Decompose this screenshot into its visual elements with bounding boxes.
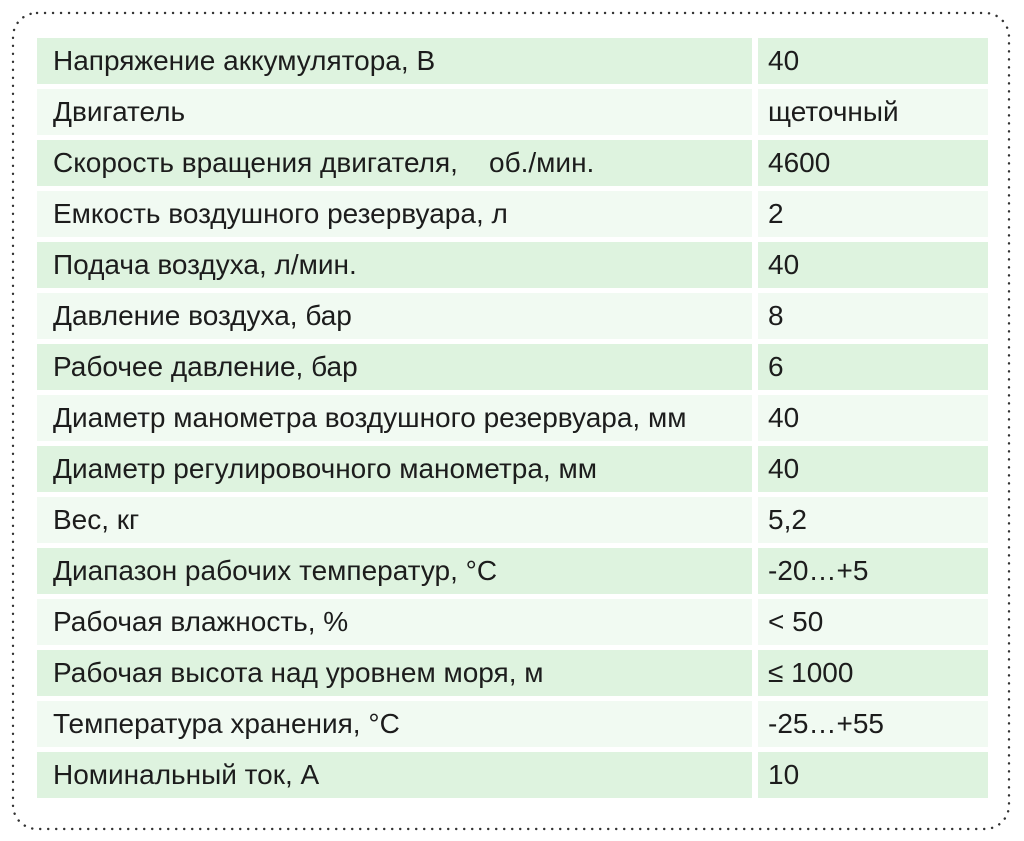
spec-value: щеточный [758, 89, 988, 135]
spec-label: Рабочее давление, бар [37, 344, 752, 390]
table-row: Двигатель щеточный [37, 89, 988, 135]
spec-value: -20…+5 [758, 548, 988, 594]
table-row: Скорость вращения двигателя, об./мин. 46… [37, 140, 988, 186]
spec-value: -25…+55 [758, 701, 988, 747]
spec-value: 40 [758, 395, 988, 441]
spec-label: Скорость вращения двигателя, об./мин. [37, 140, 752, 186]
table-row: Вес, кг 5,2 [37, 497, 988, 543]
spec-label: Диаметр регулировочного манометра, мм [37, 446, 752, 492]
spec-value: 40 [758, 242, 988, 288]
spec-value: 2 [758, 191, 988, 237]
spec-value: ≤ 1000 [758, 650, 988, 696]
spec-label: Диаметр манометра воздушного резервуара,… [37, 395, 752, 441]
spec-label: Емкость воздушного резервуара, л [37, 191, 752, 237]
spec-value: 10 [758, 752, 988, 798]
spec-label: Рабочая влажность, % [37, 599, 752, 645]
spec-label: Вес, кг [37, 497, 752, 543]
spec-label: Подача воздуха, л/мин. [37, 242, 752, 288]
spec-label: Номинальный ток, А [37, 752, 752, 798]
table-row: Температура хранения, °C -25…+55 [37, 701, 988, 747]
spec-label: Давление воздуха, бар [37, 293, 752, 339]
table-row: Диаметр регулировочного манометра, мм 40 [37, 446, 988, 492]
table-row: Напряжение аккумулятора, В 40 [37, 38, 988, 84]
table-row: Рабочая влажность, % < 50 [37, 599, 988, 645]
spec-label: Напряжение аккумулятора, В [37, 38, 752, 84]
spec-value: < 50 [758, 599, 988, 645]
spec-value: 4600 [758, 140, 988, 186]
table-row: Давление воздуха, бар 8 [37, 293, 988, 339]
spec-value: 40 [758, 38, 988, 84]
spec-value: 8 [758, 293, 988, 339]
table-row: Емкость воздушного резервуара, л 2 [37, 191, 988, 237]
table-row: Диаметр манометра воздушного резервуара,… [37, 395, 988, 441]
table-row: Рабочая высота над уровнем моря, м ≤ 100… [37, 650, 988, 696]
spec-value: 6 [758, 344, 988, 390]
spec-label: Двигатель [37, 89, 752, 135]
table-row: Подача воздуха, л/мин. 40 [37, 242, 988, 288]
table-row: Диапазон рабочих температур, °C -20…+5 [37, 548, 988, 594]
spec-label: Температура хранения, °C [37, 701, 752, 747]
spec-label: Диапазон рабочих температур, °C [37, 548, 752, 594]
table-row: Рабочее давление, бар 6 [37, 344, 988, 390]
spec-value: 5,2 [758, 497, 988, 543]
spec-label: Рабочая высота над уровнем моря, м [37, 650, 752, 696]
spec-table: Напряжение аккумулятора, В 40 Двигатель … [37, 38, 988, 798]
table-row: Номинальный ток, А 10 [37, 752, 988, 798]
spec-value: 40 [758, 446, 988, 492]
